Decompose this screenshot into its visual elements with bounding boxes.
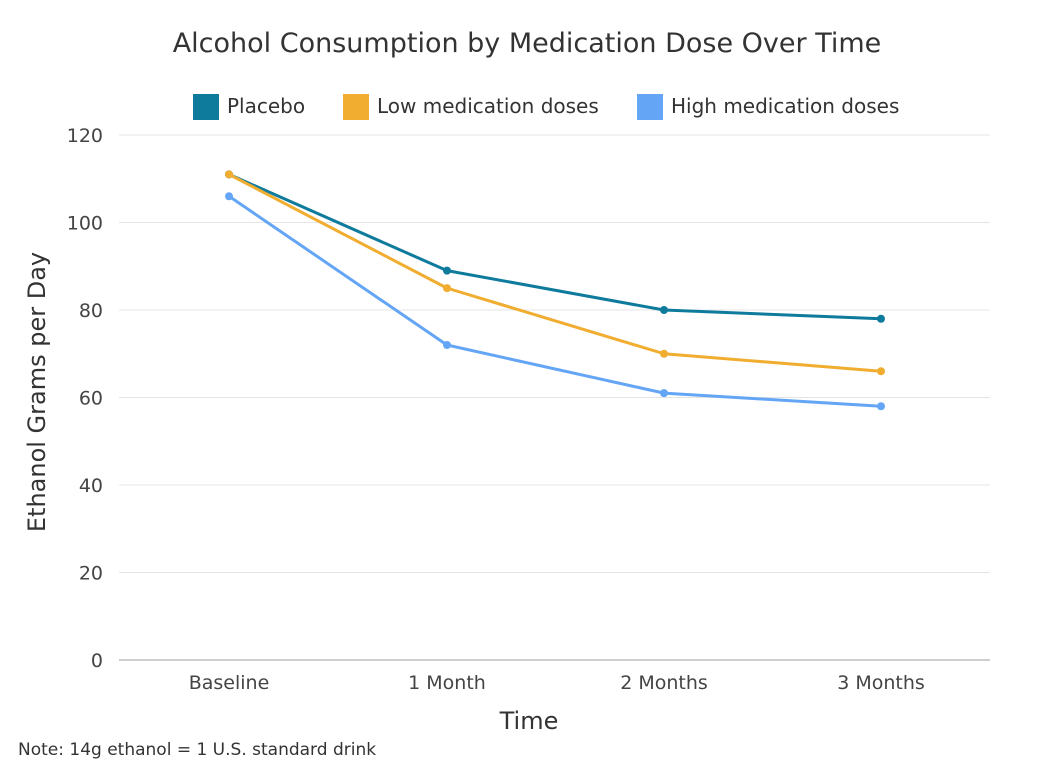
data-point xyxy=(660,349,668,358)
data-point xyxy=(443,341,451,349)
y-tick-label: 120 xyxy=(67,125,103,147)
legend-label: High medication doses xyxy=(671,94,899,118)
series-line xyxy=(227,194,883,408)
data-point xyxy=(443,284,451,293)
series-group xyxy=(225,170,885,411)
y-tick-label: 60 xyxy=(79,388,103,410)
series-line xyxy=(227,172,883,373)
gridlines xyxy=(119,134,990,661)
legend-swatch xyxy=(193,94,219,120)
y-tick-label: 100 xyxy=(67,213,103,235)
data-point xyxy=(660,306,668,314)
legend-label: Low medication doses xyxy=(377,94,599,118)
x-tick-label: 3 Months xyxy=(837,672,925,694)
y-tick-label: 0 xyxy=(91,650,103,672)
legend-item: Low medication doses xyxy=(343,94,599,120)
series-1 xyxy=(225,170,885,323)
series-2 xyxy=(225,170,885,376)
x-tick-label: Baseline xyxy=(189,672,270,694)
data-point xyxy=(877,402,885,411)
chart-title: Alcohol Consumption by Medication Dose O… xyxy=(173,28,882,59)
legend-item: Placebo xyxy=(193,94,305,120)
legend: Placebo Low medication doses High medicati… xyxy=(193,94,899,120)
data-point xyxy=(225,192,233,201)
data-point xyxy=(443,266,451,275)
data-point xyxy=(660,389,668,398)
legend-item: High medication doses xyxy=(637,94,899,120)
x-axis-title: Time xyxy=(499,707,559,735)
series-line xyxy=(227,172,883,321)
legend-swatch xyxy=(343,94,369,120)
series-3 xyxy=(225,192,885,411)
y-axis-title: Ethanol Grams per Day xyxy=(23,252,51,532)
data-point xyxy=(877,314,885,323)
y-tick-label: 40 xyxy=(79,475,103,497)
data-point xyxy=(225,170,233,179)
legend-label: Placebo xyxy=(227,94,305,118)
legend-swatch xyxy=(637,94,663,120)
x-tick-label: 2 Months xyxy=(620,672,708,694)
y-tick-label: 80 xyxy=(79,300,103,322)
x-axis-ticks: Baseline 1 Month 2 Months 3 Months xyxy=(189,672,925,694)
x-tick-label: 1 Month xyxy=(408,672,486,694)
data-point xyxy=(877,367,885,376)
y-axis-ticks: 0 20 40 60 80 100 120 xyxy=(67,125,103,672)
footnote: Note: 14g ethanol = 1 U.S. standard drin… xyxy=(18,740,376,760)
y-tick-label: 20 xyxy=(79,563,103,585)
